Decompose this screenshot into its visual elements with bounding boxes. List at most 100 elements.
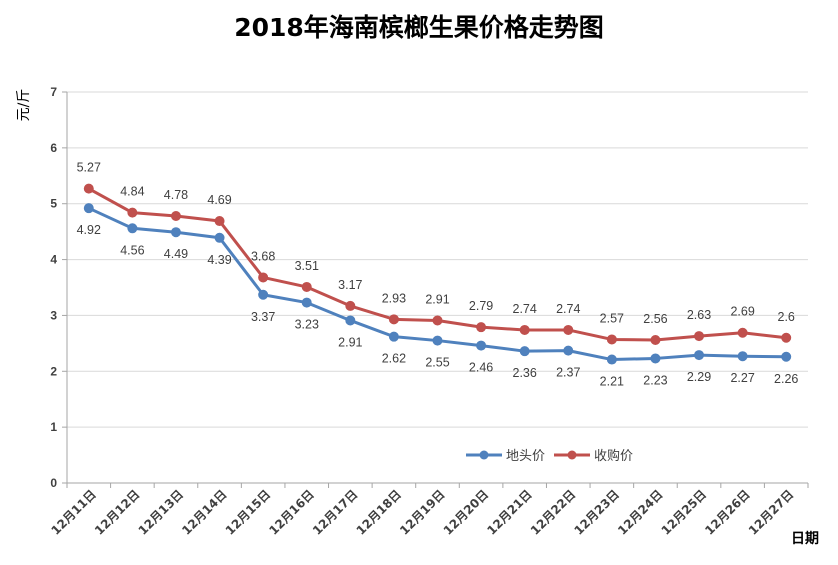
data-label: 5.27 [77, 161, 101, 175]
data-label: 2.91 [338, 335, 362, 349]
data-point [694, 350, 705, 361]
data-label: 2.27 [730, 371, 754, 385]
data-label: 2.21 [600, 375, 624, 389]
data-label: 4.92 [77, 223, 101, 237]
data-point [519, 346, 530, 357]
data-label: 4.84 [120, 185, 144, 199]
data-label: 2.74 [513, 302, 537, 316]
x-tick-label: 12月27日 [746, 487, 796, 537]
data-label: 3.37 [251, 310, 275, 324]
y-axis-label: 元/斤 [16, 89, 32, 122]
data-point [737, 351, 748, 362]
data-label: 2.91 [425, 292, 449, 306]
data-label: 2.62 [382, 352, 406, 366]
data-label: 2.56 [643, 312, 667, 326]
data-point [214, 232, 225, 243]
y-tick-label: 1 [50, 420, 57, 434]
y-tick-label: 2 [50, 364, 57, 378]
y-tick-labels: 0 1 2 3 4 5 6 7 [50, 85, 57, 490]
data-point [214, 216, 225, 227]
legend-marker [479, 450, 489, 460]
data-label: 2.46 [469, 361, 493, 375]
axes [62, 91, 809, 488]
data-point [345, 300, 356, 311]
series-layer: 4.92 4.56 4.49 4.39 3.37 3.23 2.91 2.62 2.55 2.46… [77, 161, 799, 389]
data-point [127, 207, 138, 218]
data-point [650, 353, 661, 364]
data-point [519, 324, 530, 335]
y-tick-label: 4 [50, 253, 57, 267]
data-point [388, 331, 399, 342]
x-tick-label: 12月14日 [179, 487, 229, 537]
data-point [563, 324, 574, 335]
data-point [432, 315, 443, 326]
legend: 地头价 收购价 [466, 448, 633, 464]
x-tick-label: 12月21日 [484, 487, 534, 537]
data-label: 4.78 [164, 188, 188, 202]
y-tick-label: 7 [50, 85, 57, 99]
x-tick-label: 12月23日 [571, 487, 621, 537]
data-label: 4.49 [164, 247, 188, 261]
x-tick-label: 12月12日 [92, 487, 142, 537]
data-point [127, 223, 138, 234]
x-tick-label: 12月13日 [136, 487, 186, 537]
data-point [83, 183, 94, 194]
data-label: 2.26 [774, 372, 798, 386]
data-point [737, 327, 748, 338]
data-point [301, 281, 312, 292]
data-point [650, 335, 661, 346]
data-point [388, 314, 399, 325]
x-tick-label: 12月16日 [266, 487, 316, 537]
data-label: 2.37 [556, 366, 580, 380]
data-label: 3.23 [295, 318, 319, 332]
data-label: 3.68 [251, 249, 275, 263]
data-point [83, 203, 94, 214]
grid-lines [67, 91, 808, 428]
data-point [781, 351, 792, 362]
data-label: 4.56 [120, 243, 144, 257]
data-label: 2.74 [556, 302, 580, 316]
x-tick-label: 12月17日 [310, 487, 360, 537]
data-label: 2.79 [469, 299, 493, 313]
data-label: 3.17 [338, 278, 362, 292]
data-label: 2.29 [687, 370, 711, 384]
y-tick-label: 5 [50, 197, 57, 211]
x-tick-labels: 12月11日12月12日12月13日12月14日12月15日12月16日12月1… [48, 487, 796, 537]
data-label: 2.55 [425, 356, 449, 370]
x-tick-label: 12月26日 [702, 487, 752, 537]
x-tick-label: 12月15日 [223, 487, 273, 537]
data-label: 2.69 [730, 305, 754, 319]
data-point [606, 334, 617, 345]
data-point [258, 272, 269, 283]
data-label: 3.51 [295, 259, 319, 273]
x-tick-label: 12月22日 [528, 487, 578, 537]
data-label: 2.63 [687, 308, 711, 322]
data-point [258, 289, 269, 300]
x-axis-label: 日期 [791, 531, 819, 547]
data-label: 2.57 [600, 311, 624, 325]
x-tick-label: 12月18日 [354, 487, 404, 537]
y-tick-label: 3 [50, 308, 57, 322]
data-label: 2.36 [513, 366, 537, 380]
data-point [476, 340, 487, 351]
data-point [170, 211, 181, 222]
data-label: 4.39 [207, 253, 231, 267]
data-point [345, 315, 356, 326]
chart-title: 2018年海南槟榔生果价格走势图 [234, 13, 604, 42]
x-tick-label: 12月11日 [48, 487, 98, 537]
data-label: 2.6 [778, 310, 795, 324]
data-point [301, 297, 312, 308]
data-point [476, 322, 487, 333]
x-tick-label: 12月24日 [615, 487, 665, 537]
data-point [606, 354, 617, 365]
data-label: 2.93 [382, 291, 406, 305]
y-tick-label: 6 [50, 141, 57, 155]
data-point [781, 332, 792, 343]
data-point [694, 331, 705, 342]
x-tick-label: 12月20日 [441, 487, 491, 537]
data-point [170, 227, 181, 238]
data-label: 2.23 [643, 373, 667, 387]
data-point [432, 335, 443, 346]
x-tick-label: 12月19日 [397, 487, 447, 537]
